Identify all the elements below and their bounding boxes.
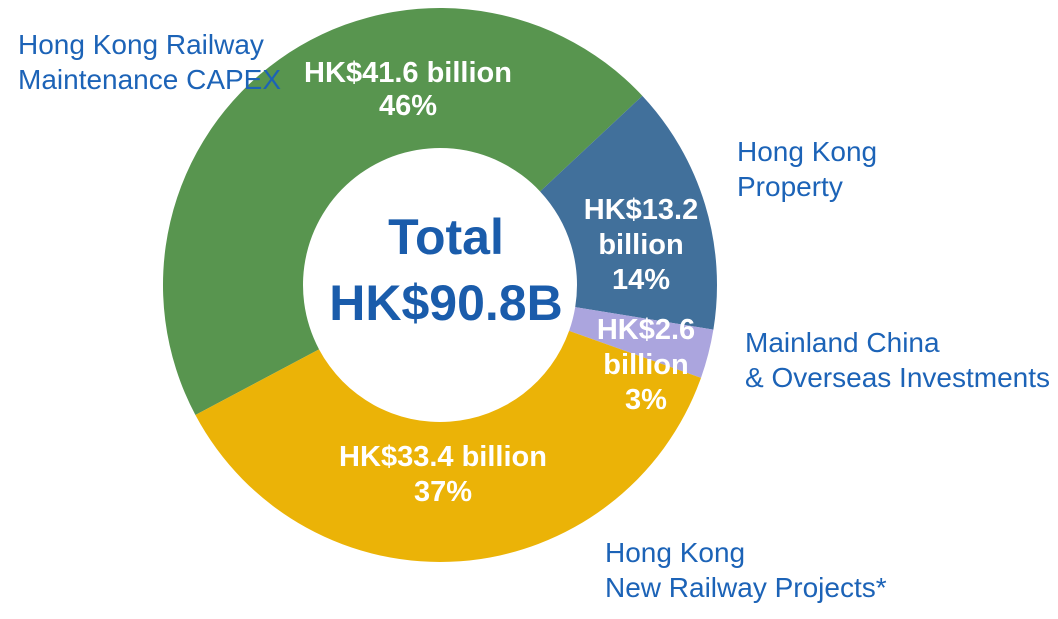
- slice-percent-label: 3%: [625, 384, 667, 416]
- callout-line: Mainland China: [745, 327, 940, 358]
- callout-line: Hong Kong: [605, 537, 746, 568]
- slice-percent-label: 37%: [413, 476, 473, 508]
- callout-mainland-china-overseas: Mainland China & Overseas Investments: [745, 325, 1050, 395]
- slice-percent-label: 46%: [378, 90, 438, 122]
- slice-label-new-railway: HK$33.4 billion 37%: [339, 440, 547, 510]
- slice-label-property: HK$13.2 billion 14%: [584, 193, 698, 298]
- slice-amount-label: HK$2.6: [596, 314, 696, 346]
- callout-line: Hong Kong: [737, 136, 878, 167]
- callout-line: & Overseas Investments: [745, 362, 1051, 393]
- callout-line: Maintenance CAPEX: [18, 64, 282, 95]
- callout-line: Property: [737, 171, 843, 202]
- center-label: Total HK$90.8B: [329, 204, 562, 336]
- slice-mainland-china-overseas-investments: [569, 307, 714, 378]
- slice-amount-label: HK$33.4 billion: [339, 441, 547, 473]
- center-total-word: Total: [388, 209, 504, 265]
- slice-amount-label: HK$13.2: [583, 194, 699, 226]
- slice-amount-label: billion: [603, 349, 689, 381]
- slice-label-mainland-overseas: HK$2.6 billion 3%: [597, 313, 695, 418]
- slice-percent-label: 14%: [611, 264, 671, 296]
- center-total-value: HK$90.8B: [329, 275, 563, 331]
- slice-hk-new-railway-projects: [195, 330, 701, 563]
- callout-hong-kong-property: Hong Kong Property: [737, 134, 877, 204]
- slice-amount-label: billion: [598, 229, 684, 261]
- callout-line: New Railway Projects*: [605, 572, 887, 603]
- slice-hk-railway-maintenance-capex: [162, 7, 643, 416]
- slice-label-railway-maintenance: HK$41.6 billion 46%: [304, 57, 512, 123]
- slice-hk-property: [540, 95, 717, 330]
- slice-amount-label: HK$41.6 billion: [304, 57, 512, 89]
- callout-railway-maintenance-capex: Hong Kong Railway Maintenance CAPEX: [18, 27, 281, 97]
- callout-new-railway-projects: Hong Kong New Railway Projects*: [605, 535, 887, 605]
- callout-line: Hong Kong Railway: [18, 29, 264, 60]
